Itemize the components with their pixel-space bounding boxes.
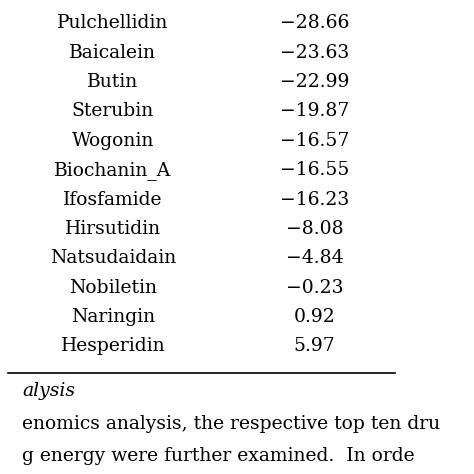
Text: Pulchellidin: Pulchellidin	[57, 14, 169, 32]
Text: Hirsutidin: Hirsutidin	[65, 220, 161, 238]
Text: alysis: alysis	[22, 382, 75, 400]
Text: 0.92: 0.92	[293, 308, 335, 326]
Text: Wogonin: Wogonin	[72, 132, 154, 150]
Text: −19.87: −19.87	[280, 102, 349, 120]
Text: −16.57: −16.57	[280, 132, 349, 150]
Text: g energy were further examined.  In orde: g energy were further examined. In orde	[22, 447, 415, 465]
Text: 5.97: 5.97	[293, 337, 335, 356]
Text: Hesperidin: Hesperidin	[61, 337, 165, 356]
Text: −8.08: −8.08	[285, 220, 343, 238]
Text: −16.55: −16.55	[280, 161, 349, 179]
Text: −0.23: −0.23	[286, 279, 343, 297]
Text: −4.84: −4.84	[285, 249, 343, 267]
Text: Baicalein: Baicalein	[69, 44, 156, 62]
Text: −16.23: −16.23	[280, 191, 349, 209]
Text: −28.66: −28.66	[280, 14, 349, 32]
Text: Biochanin_A: Biochanin_A	[54, 161, 172, 180]
Text: Natsudaidain: Natsudaidain	[50, 249, 176, 267]
Text: −22.99: −22.99	[280, 73, 349, 91]
Text: Sterubin: Sterubin	[72, 102, 154, 120]
Text: Butin: Butin	[87, 73, 138, 91]
Text: Naringin: Naringin	[71, 308, 155, 326]
Text: Ifosfamide: Ifosfamide	[63, 191, 163, 209]
Text: enomics analysis, the respective top ten dru: enomics analysis, the respective top ten…	[22, 415, 440, 433]
Text: Nobiletin: Nobiletin	[69, 279, 157, 297]
Text: −23.63: −23.63	[280, 44, 349, 62]
